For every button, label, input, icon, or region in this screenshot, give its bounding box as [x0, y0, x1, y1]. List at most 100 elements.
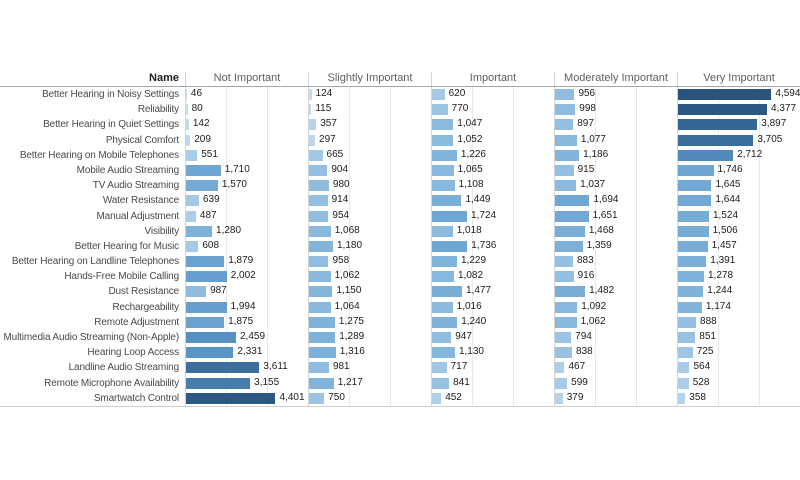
- bar[interactable]: [555, 301, 578, 313]
- bar[interactable]: [678, 301, 702, 313]
- bar[interactable]: [186, 362, 260, 374]
- bar[interactable]: [186, 180, 218, 192]
- bar[interactable]: [186, 240, 199, 252]
- bar[interactable]: [678, 104, 767, 116]
- bar[interactable]: [432, 271, 454, 283]
- bar[interactable]: [678, 316, 697, 328]
- bar[interactable]: [432, 104, 448, 116]
- bar[interactable]: [555, 119, 574, 131]
- bar[interactable]: [309, 134, 316, 146]
- bar[interactable]: [309, 301, 331, 313]
- bar[interactable]: [555, 164, 574, 176]
- bar[interactable]: [186, 225, 213, 237]
- bar[interactable]: [186, 164, 221, 176]
- bar[interactable]: [678, 362, 690, 374]
- bar[interactable]: [432, 119, 454, 131]
- bar[interactable]: [678, 271, 704, 283]
- bar[interactable]: [678, 89, 772, 100]
- bar[interactable]: [186, 119, 189, 131]
- bar[interactable]: [309, 256, 329, 268]
- bar[interactable]: [186, 210, 196, 222]
- bar[interactable]: [309, 332, 336, 343]
- bar[interactable]: [678, 332, 696, 343]
- bar[interactable]: [186, 316, 225, 328]
- bar[interactable]: [555, 362, 565, 374]
- bar[interactable]: [309, 240, 333, 252]
- bar[interactable]: [678, 119, 758, 131]
- bar[interactable]: [678, 134, 754, 146]
- bar[interactable]: [678, 225, 709, 237]
- bar[interactable]: [309, 104, 312, 116]
- bar[interactable]: [309, 316, 335, 328]
- bar[interactable]: [309, 271, 331, 283]
- bar[interactable]: [555, 225, 585, 237]
- bar[interactable]: [678, 286, 704, 298]
- bar[interactable]: [678, 195, 712, 207]
- bar[interactable]: [678, 149, 734, 161]
- bar[interactable]: [432, 256, 457, 268]
- bar[interactable]: [186, 347, 234, 359]
- bar[interactable]: [186, 392, 276, 404]
- bar[interactable]: [678, 180, 712, 192]
- bar[interactable]: [678, 392, 686, 404]
- bar[interactable]: [186, 104, 188, 116]
- bar[interactable]: [555, 286, 586, 298]
- bar[interactable]: [432, 347, 455, 359]
- bar[interactable]: [678, 347, 693, 359]
- bar[interactable]: [432, 134, 454, 146]
- bar[interactable]: [432, 362, 447, 374]
- bar[interactable]: [555, 332, 572, 343]
- bar[interactable]: [678, 210, 709, 222]
- bar[interactable]: [432, 89, 445, 100]
- bar[interactable]: [309, 392, 325, 404]
- bar[interactable]: [432, 195, 462, 207]
- bar[interactable]: [678, 377, 689, 389]
- bar[interactable]: [678, 240, 708, 252]
- bar[interactable]: [555, 377, 568, 389]
- bar[interactable]: [555, 347, 573, 359]
- bar[interactable]: [432, 301, 453, 313]
- bar[interactable]: [186, 332, 236, 343]
- bar[interactable]: [309, 286, 333, 298]
- bar[interactable]: [678, 164, 714, 176]
- bar[interactable]: [555, 240, 583, 252]
- bar[interactable]: [309, 164, 328, 176]
- bar[interactable]: [186, 286, 207, 298]
- bar[interactable]: [432, 149, 457, 161]
- bar[interactable]: [186, 134, 191, 146]
- bar[interactable]: [555, 89, 575, 100]
- bar[interactable]: [309, 89, 312, 100]
- bar[interactable]: [309, 225, 331, 237]
- bar[interactable]: [186, 301, 227, 313]
- bar[interactable]: [555, 256, 573, 268]
- bar[interactable]: [555, 149, 580, 161]
- bar[interactable]: [555, 392, 563, 404]
- bar[interactable]: [309, 377, 334, 389]
- bar[interactable]: [555, 180, 577, 192]
- bar[interactable]: [186, 377, 251, 389]
- bar[interactable]: [309, 347, 336, 359]
- bar[interactable]: [432, 316, 458, 328]
- bar[interactable]: [678, 256, 707, 268]
- bar[interactable]: [309, 195, 328, 207]
- bar[interactable]: [309, 180, 329, 192]
- bar[interactable]: [432, 180, 455, 192]
- bar[interactable]: [432, 210, 468, 222]
- bar[interactable]: [432, 240, 468, 252]
- bar[interactable]: [432, 164, 454, 176]
- bar[interactable]: [186, 256, 225, 268]
- bar[interactable]: [555, 210, 589, 222]
- bar[interactable]: [432, 286, 463, 298]
- bar[interactable]: [186, 195, 199, 207]
- bar[interactable]: [555, 195, 590, 207]
- bar[interactable]: [555, 134, 577, 146]
- bar[interactable]: [309, 119, 317, 131]
- bar[interactable]: [432, 377, 450, 389]
- bar[interactable]: [186, 271, 227, 283]
- bar[interactable]: [555, 271, 574, 283]
- bar[interactable]: [432, 225, 453, 237]
- bar[interactable]: [555, 104, 576, 116]
- bar[interactable]: [309, 362, 329, 374]
- bar[interactable]: [432, 332, 452, 343]
- bar[interactable]: [432, 392, 442, 404]
